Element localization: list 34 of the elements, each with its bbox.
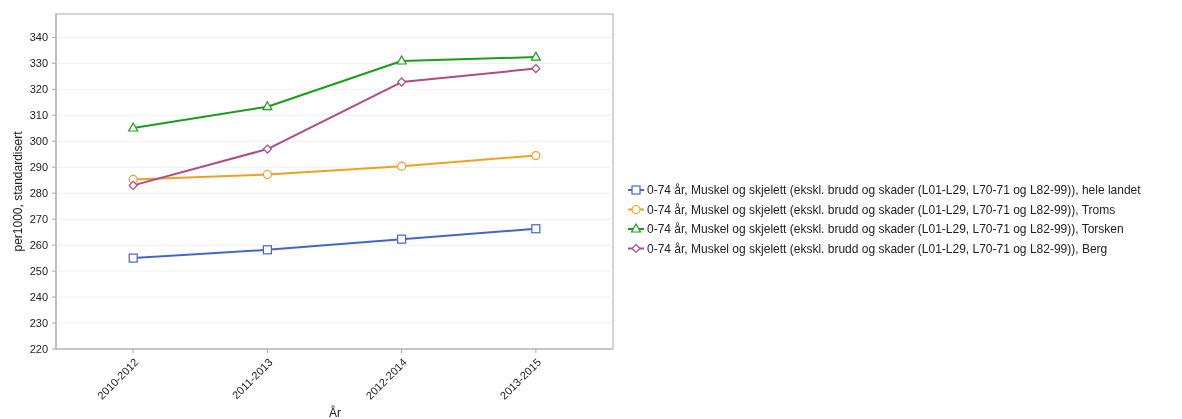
point [397,234,407,244]
legend-label: 0-74 år, Muskel og skjelett (ekskl. brudd og skader (L01-L29, L70-71 og L82-99)), Berg [647,241,1108,256]
legend-label: 0-74 år, Muskel og skjelett (ekskl. brudd og skader (L01-L29, L70-71 og L82-99)), Troms [647,202,1116,217]
point [262,144,272,154]
legend-label: 0-74 år, Muskel og skjelett (ekskl. brudd og skader (L01-L29, L70-71 og L82-99)), hele landet [647,183,1142,198]
point [396,55,407,65]
y-tick-label: 270 [29,213,48,226]
y-axis-title: per1000, standardisert [11,130,25,252]
y-tick-label: 280 [29,187,48,200]
point [397,161,407,171]
point [262,101,273,111]
y-tick-label: 320 [29,83,48,96]
y-tick-label: 230 [29,316,48,329]
y-tick-label: 240 [29,290,48,303]
y-tick-label: 330 [29,57,48,70]
y-tick-label: 260 [29,238,48,251]
point [128,253,138,263]
y-tick-label: 290 [29,161,48,174]
point [531,150,541,161]
legend-label: 0-74 år, Muskel og skjelett (ekskl. brudd og skader (L01-L29, L70-71 og L82-99)), Torsken [647,222,1124,237]
point [531,63,541,74]
point [531,224,541,234]
point [262,169,272,180]
y-tick-label: 300 [29,135,48,148]
point [262,245,272,255]
y-tick-label: 340 [29,31,48,44]
y-tick-label: 220 [29,342,48,355]
point [128,122,139,132]
y-tick-label: 250 [29,264,48,277]
point [397,77,407,87]
x-axis-title: År [329,405,341,419]
point [128,180,138,190]
point [530,51,541,61]
y-tick-label: 310 [29,109,48,122]
